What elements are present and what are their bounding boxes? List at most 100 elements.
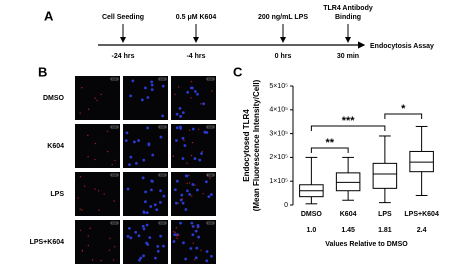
- x-tick-label: LPS+K604: [404, 211, 439, 218]
- tlr4-signal: [191, 141, 194, 144]
- scale-bar: [110, 221, 119, 225]
- scale-bar: [206, 173, 215, 177]
- sig-label: *: [401, 103, 406, 115]
- nucleus: [127, 226, 131, 230]
- tlr4-signal: [192, 242, 195, 245]
- nucleus: [156, 244, 160, 248]
- nucleus: [149, 205, 153, 208]
- tlr4-signal: [98, 209, 100, 211]
- nucleus: [205, 131, 209, 134]
- nucleus: [205, 259, 209, 263]
- nucleus: [194, 229, 198, 233]
- y-tick-label: 0: [284, 202, 288, 209]
- event-time: -4 hrs: [186, 53, 205, 60]
- tlr4-signal: [177, 86, 180, 88]
- micrograph: [123, 172, 168, 216]
- tlr4-signal: [106, 150, 109, 153]
- row-label: LPS: [50, 191, 64, 198]
- nucleus: [189, 247, 193, 250]
- nucleus: [124, 139, 128, 143]
- scale-bar: [110, 125, 119, 129]
- tlr4-signal: [89, 227, 91, 230]
- nucleus: [181, 201, 185, 205]
- tlr4-signal: [94, 142, 97, 145]
- nucleus: [159, 189, 162, 193]
- nucleus: [193, 90, 197, 93]
- nucleus: [179, 125, 182, 129]
- tlr4-signal: [176, 234, 179, 236]
- x-tick-label: DMSO: [301, 211, 323, 218]
- nucleus: [139, 256, 143, 260]
- tlr4-signal: [108, 249, 111, 252]
- relative-value: 2.4: [417, 227, 427, 234]
- scale-bar: [158, 77, 167, 81]
- tlr4-signal: [174, 93, 176, 96]
- nucleus: [145, 241, 148, 245]
- y-axis-label: (Mean Fluorescence Intensity/Cell): [252, 79, 261, 211]
- scale-bar: [206, 77, 215, 81]
- tlr4-signal: [94, 188, 96, 190]
- panel-letter: B: [38, 64, 47, 79]
- tlr4-signal: [79, 229, 82, 232]
- nucleus: [132, 140, 136, 144]
- tlr4-signal: [87, 235, 90, 237]
- nucleus: [159, 234, 163, 238]
- micrograph: [75, 220, 120, 264]
- sig-bracket: [310, 147, 349, 153]
- tlr4-signal: [190, 97, 192, 99]
- tlr4-signal: [81, 87, 83, 89]
- relative-value: 1.45: [341, 227, 355, 234]
- tlr4-signal: [112, 259, 115, 261]
- nucleus: [175, 179, 179, 183]
- row-label: DMSO: [43, 95, 65, 102]
- tlr4-signal: [91, 259, 94, 261]
- nucleus: [210, 254, 213, 258]
- tlr4-signal: [211, 90, 213, 92]
- nucleus: [144, 200, 147, 204]
- row-label: K604: [47, 143, 64, 150]
- micrograph: [75, 76, 120, 120]
- nucleus: [138, 258, 141, 262]
- tlr4-signal: [188, 182, 191, 184]
- tlr4-signal: [77, 197, 79, 199]
- nucleus: [196, 223, 200, 227]
- y-tick-label: 4×10⁵: [269, 107, 288, 114]
- tlr4-signal: [196, 227, 199, 229]
- nucleus: [150, 88, 154, 92]
- nucleus: [134, 230, 138, 234]
- nucleus: [198, 158, 202, 162]
- nucleus: [142, 211, 146, 215]
- nucleus: [148, 236, 152, 240]
- nucleus: [174, 201, 178, 205]
- sig-label: **: [325, 137, 334, 149]
- scale-bar: [158, 125, 167, 129]
- nucleus: [182, 241, 185, 245]
- nucleus: [197, 235, 200, 239]
- event-time: 0 hrs: [275, 53, 292, 60]
- nucleus: [188, 192, 192, 196]
- tlr4-signal: [186, 162, 188, 164]
- box: [335, 172, 361, 192]
- micrograph: [123, 124, 168, 168]
- y-tick-label: 5×10⁵: [269, 83, 288, 90]
- box: [372, 162, 398, 189]
- nucleus: [184, 208, 188, 211]
- tlr4-signal: [83, 185, 86, 187]
- nucleus: [145, 211, 149, 215]
- micrograph: [75, 172, 120, 216]
- nucleus: [159, 201, 162, 204]
- nucleus: [180, 193, 184, 197]
- nucleus: [202, 102, 205, 106]
- nucleus: [200, 152, 203, 155]
- nucleus: [194, 256, 198, 260]
- nucleus: [153, 203, 157, 207]
- tlr4-signal: [87, 134, 89, 137]
- nucleus: [150, 180, 154, 183]
- nucleus: [142, 227, 146, 231]
- nucleus: [196, 92, 199, 96]
- tlr4-signal: [87, 244, 90, 247]
- nucleus: [162, 194, 166, 198]
- nucleus: [186, 189, 189, 193]
- tlr4-signal: [94, 158, 96, 161]
- y-tick-label: 2×10⁵: [269, 154, 288, 161]
